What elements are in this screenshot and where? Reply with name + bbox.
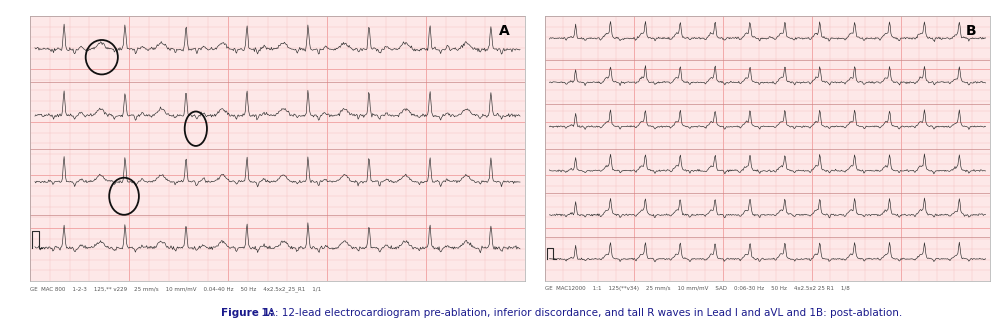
Text: Figure 1:: Figure 1: [221, 308, 274, 318]
Text: GE  MAC 800    1-2-3    125,** v229    25 mm/s    10 mm/mV    0.04-40 Hz    50 H: GE MAC 800 1-2-3 125,** v229 25 mm/s 10 … [30, 286, 321, 292]
Text: A: A [499, 24, 510, 38]
Text: 1A: 12-lead electrocardiogram pre-ablation, inferior discordance, and tall R wav: 1A: 12-lead electrocardiogram pre-ablati… [258, 308, 903, 318]
Text: B: B [966, 24, 977, 38]
Text: GE  MAC12000    1:1    125(**v34)    25 mm/s    10 mm/mV    SAD    0:06-30 Hz   : GE MAC12000 1:1 125(**v34) 25 mm/s 10 mm… [545, 286, 850, 291]
Text: Figure 1: 1A: 12-lead electrocardiogram pre-ablation, inferior discordance, and : Figure 1: 1A: 12-lead electrocardiogram … [0, 322, 1, 323]
